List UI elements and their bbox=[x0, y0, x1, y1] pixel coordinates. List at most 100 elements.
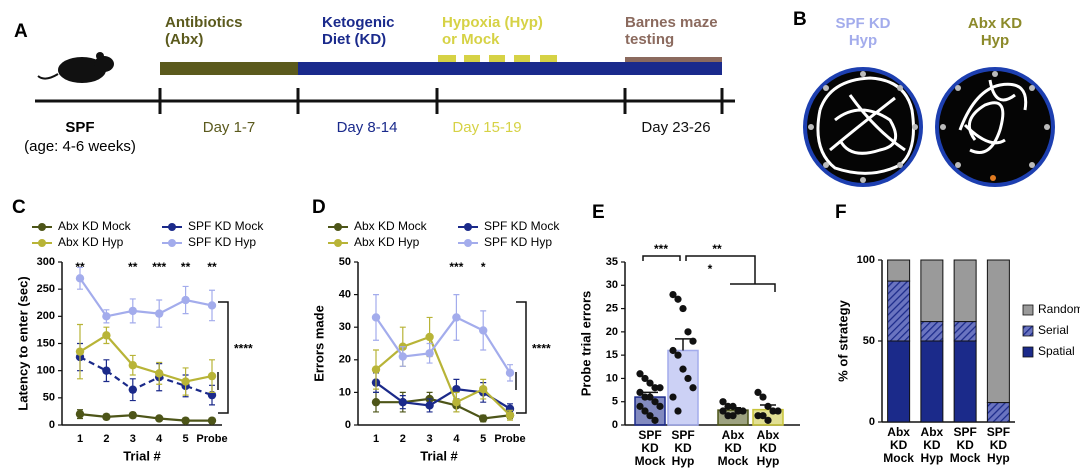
series-line bbox=[375, 381, 511, 410]
data-point bbox=[505, 411, 515, 420]
data-point bbox=[128, 361, 137, 370]
panel-label: E bbox=[592, 202, 605, 223]
data-point bbox=[207, 390, 217, 400]
legend-marker bbox=[168, 239, 176, 247]
bracket bbox=[685, 255, 776, 292]
data-point bbox=[669, 393, 677, 401]
data-point bbox=[102, 366, 111, 375]
maze-image bbox=[935, 67, 1055, 187]
bar-segment bbox=[986, 402, 1010, 423]
y-tick-label: 250 bbox=[37, 283, 55, 295]
significance-label: **** bbox=[532, 342, 551, 356]
legend-label: Abx KD Hyp bbox=[58, 235, 124, 249]
y-tick-label: 100 bbox=[37, 365, 55, 377]
data-point bbox=[684, 374, 692, 383]
bar bbox=[634, 396, 666, 426]
data-point bbox=[669, 291, 677, 299]
data-point bbox=[102, 331, 111, 340]
x-tick-label: Abx KD Mock bbox=[883, 425, 914, 466]
y-tick-label: 0 bbox=[869, 416, 875, 428]
data-point bbox=[636, 370, 644, 378]
data-point bbox=[754, 388, 762, 396]
y-tick-label: 50 bbox=[863, 335, 875, 347]
series-line bbox=[375, 316, 511, 374]
data-point bbox=[371, 397, 381, 407]
y-tick-label: 0 bbox=[49, 419, 55, 431]
significance-label: *** bbox=[654, 242, 668, 256]
data-point bbox=[719, 407, 727, 415]
y-tick-label: 150 bbox=[37, 337, 55, 349]
legend-swatch bbox=[1022, 346, 1034, 358]
legend-label: Serial bbox=[1038, 323, 1069, 337]
significance-label: **** bbox=[234, 342, 253, 356]
data-point bbox=[679, 365, 687, 373]
legend-label: Abx KD Mock bbox=[354, 219, 428, 233]
bracket bbox=[642, 255, 681, 261]
data-point bbox=[674, 351, 682, 359]
data-point bbox=[452, 384, 461, 394]
data-point bbox=[479, 414, 488, 423]
y-tick-label: 35 bbox=[606, 256, 618, 268]
significance-label: ** bbox=[712, 242, 722, 256]
significance-label: * bbox=[481, 260, 486, 274]
y-tick-label: 50 bbox=[43, 392, 55, 404]
x-tick-label: 5 bbox=[183, 433, 189, 445]
bar-segment bbox=[887, 259, 911, 282]
y-tick-label: 25 bbox=[606, 302, 618, 314]
x-tick-label: Abx KD Mock bbox=[717, 428, 749, 469]
data-point bbox=[128, 306, 137, 316]
y-tick-label: 50 bbox=[339, 256, 351, 268]
y-tick-label: 30 bbox=[339, 321, 351, 333]
day-label: Day 1-7 bbox=[202, 119, 256, 136]
legend-label: SPF KD Hyp bbox=[188, 235, 256, 249]
legend-marker bbox=[38, 223, 46, 231]
data-point bbox=[371, 313, 381, 322]
data-point bbox=[651, 398, 659, 406]
data-point bbox=[155, 414, 164, 423]
data-point bbox=[128, 411, 137, 420]
data-point bbox=[371, 365, 381, 374]
phase-label: Ketogenic Diet (KD) bbox=[322, 14, 395, 48]
data-point bbox=[764, 416, 772, 424]
data-point bbox=[759, 393, 767, 401]
legend-label: SPF KD Mock bbox=[484, 219, 560, 233]
series-line bbox=[79, 333, 213, 383]
data-point bbox=[479, 326, 488, 335]
x-tick-label: Abx KD Hyp bbox=[920, 425, 944, 466]
series-line bbox=[376, 397, 511, 420]
data-point bbox=[505, 368, 515, 378]
data-point bbox=[739, 407, 747, 415]
data-point bbox=[651, 416, 659, 424]
y-tick-label: 30 bbox=[606, 279, 618, 291]
data-point bbox=[479, 384, 488, 394]
data-point bbox=[636, 402, 644, 410]
data-point bbox=[425, 332, 434, 342]
data-point bbox=[636, 388, 644, 396]
y-axis-label: Errors made bbox=[311, 305, 326, 382]
y-tick-label: 300 bbox=[37, 256, 55, 268]
y-tick-label: 10 bbox=[606, 372, 618, 384]
x-tick-label: 2 bbox=[400, 433, 406, 445]
panel-label: A bbox=[14, 21, 28, 42]
x-tick-label: SPF KD Mock bbox=[949, 425, 981, 466]
bar-segment bbox=[920, 321, 944, 342]
panel-label: C bbox=[12, 197, 26, 218]
y-axis-label: Latency to enter (sec) bbox=[15, 276, 30, 410]
bar-segment bbox=[887, 340, 911, 423]
y-tick-label: 100 bbox=[857, 254, 875, 266]
data-point bbox=[656, 384, 664, 392]
panel-label: F bbox=[835, 202, 847, 223]
data-point bbox=[679, 304, 687, 313]
panel-label: B bbox=[793, 9, 807, 30]
x-axis-label: Trial # bbox=[420, 448, 458, 463]
legend-marker bbox=[334, 223, 342, 231]
y-axis-label: % of strategy bbox=[835, 299, 850, 381]
bar-segment bbox=[953, 340, 977, 423]
legend-marker bbox=[168, 223, 176, 231]
data-point bbox=[641, 393, 649, 401]
data-point bbox=[75, 274, 85, 283]
data-point bbox=[769, 407, 777, 415]
data-point bbox=[181, 377, 190, 386]
data-point bbox=[207, 416, 217, 425]
y-tick-label: 20 bbox=[606, 326, 618, 338]
